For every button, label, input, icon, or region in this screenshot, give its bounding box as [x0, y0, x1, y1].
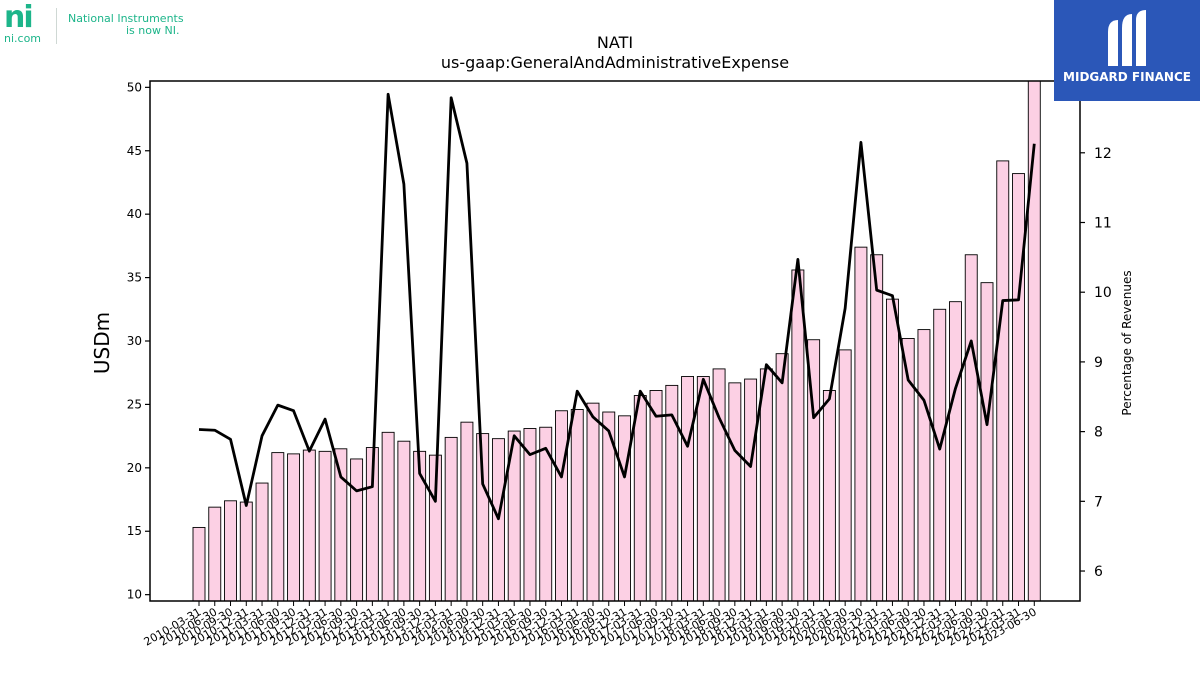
y2-tick-label: 9	[1094, 355, 1103, 371]
bar	[854, 246, 868, 602]
bar	[980, 282, 994, 602]
bar	[586, 402, 600, 602]
bar	[681, 376, 695, 602]
bar	[838, 349, 852, 602]
bar	[302, 449, 316, 602]
bar	[949, 301, 962, 602]
bar	[885, 298, 899, 602]
bar	[271, 452, 285, 602]
bar	[775, 353, 789, 602]
bar	[996, 160, 1010, 602]
left-axis: 10 15 20 25 30 35 40 45 50	[127, 80, 150, 602]
chart-subtitle: us-gaap:GeneralAndAdministrativeExpense	[441, 53, 789, 72]
y2-tick-label: 8	[1094, 425, 1103, 441]
y-tick-label: 30	[127, 334, 142, 348]
y-tick-label: 10	[127, 588, 142, 602]
chart-title: NATI	[597, 33, 633, 52]
bar	[759, 368, 773, 602]
y2-tick-label: 10	[1094, 285, 1112, 301]
bar	[224, 500, 237, 602]
midgard-mark-icon	[1108, 10, 1146, 66]
bar	[696, 376, 710, 602]
ni-logo: ni ni.com National Instruments is now NI…	[4, 0, 184, 46]
midgard-finance-logo: MIDGARD FINANCE	[1054, 0, 1200, 101]
bar	[822, 390, 836, 602]
plot-frame	[149, 80, 1081, 602]
y2-tick-label: 11	[1094, 216, 1112, 232]
y-tick-label: 50	[127, 80, 142, 94]
ni-tagline-2: is now NI.	[126, 24, 180, 37]
bar	[318, 450, 332, 602]
bar	[381, 431, 395, 602]
y-axis-label: USDm	[90, 312, 114, 374]
bar	[712, 368, 726, 602]
bar	[192, 526, 206, 602]
ni-divider	[56, 8, 57, 44]
right-axis: 6 7 8 9 10 11 12	[1080, 146, 1112, 580]
ni-mark: ni	[4, 0, 34, 35]
y-tick-label: 35	[127, 271, 142, 285]
ni-tagline-1: National Instruments	[68, 12, 184, 25]
bar	[1027, 80, 1041, 602]
bars-layer	[192, 80, 1041, 602]
y-tick-label: 25	[127, 397, 142, 411]
bar	[555, 410, 568, 602]
line-layer	[198, 92, 1036, 521]
bar	[744, 378, 758, 602]
y-tick-label: 20	[127, 461, 142, 475]
bar	[649, 390, 663, 602]
y2-tick-label: 6	[1094, 564, 1103, 580]
y-tick-label: 40	[127, 207, 142, 221]
bar	[917, 329, 931, 602]
y-tick-label: 15	[127, 524, 142, 538]
bar	[618, 415, 631, 602]
bar	[964, 254, 978, 602]
bar	[728, 382, 742, 602]
x-axis: 2010-03-312010-06-302010-09-302010-12-31…	[142, 601, 1039, 649]
ni-domain: ni.com	[4, 32, 42, 45]
y2-axis-label: Percentage of Revenues	[1120, 270, 1134, 415]
y-tick-label: 45	[127, 144, 142, 158]
bar	[570, 409, 584, 602]
bar	[208, 506, 222, 602]
bar	[870, 254, 884, 602]
bar	[239, 501, 253, 602]
bar	[633, 395, 647, 602]
bar	[933, 308, 947, 602]
bar	[460, 421, 474, 602]
bar	[791, 269, 805, 602]
bar	[287, 453, 301, 602]
bar	[350, 458, 364, 602]
bar	[397, 440, 411, 602]
bar	[444, 436, 458, 602]
midgard-finance-name: MIDGARD FINANCE	[1063, 70, 1191, 84]
y2-tick-label: 7	[1094, 494, 1103, 510]
bar	[1012, 173, 1025, 602]
bar	[255, 482, 269, 602]
y2-tick-label: 12	[1094, 146, 1112, 162]
percentage-line	[198, 92, 1036, 521]
